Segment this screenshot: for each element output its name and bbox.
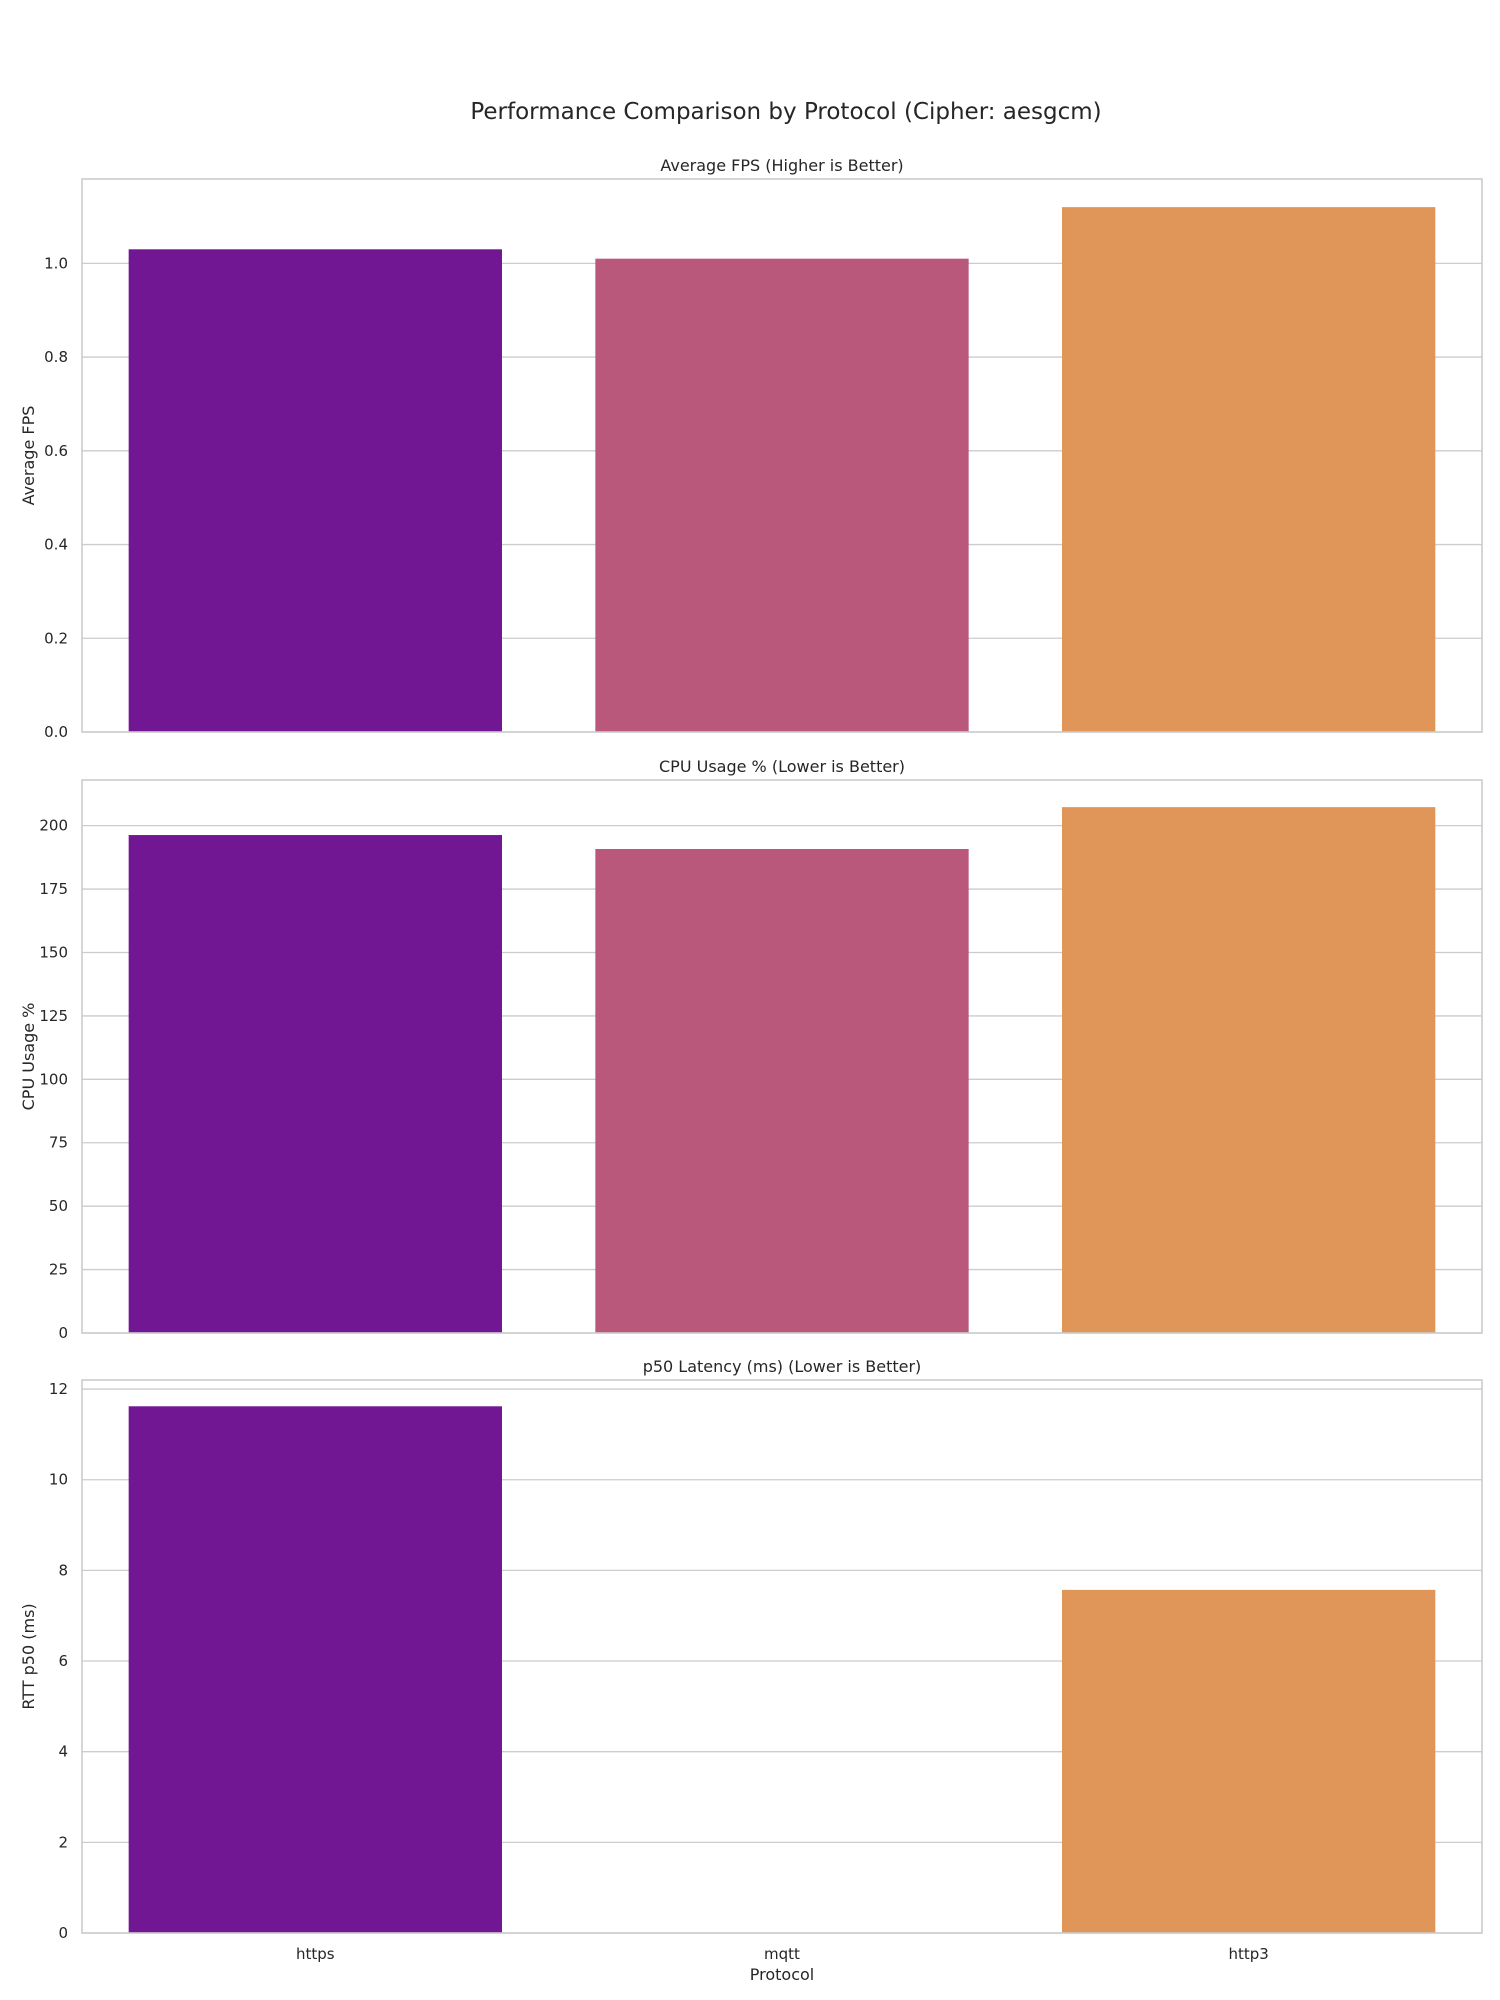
y-tick-label: 50 (49, 1197, 68, 1215)
y-axis-label: CPU Usage % (19, 1003, 38, 1111)
x-tick-label: http3 (1228, 1945, 1268, 1963)
subplot-2: 0 25 50 75 100 125 150 175 200 CPU Usage % (Lower… (19, 757, 1483, 1342)
bar-http3 (1062, 207, 1436, 732)
y-axis-label: RTT p50 (ms) (19, 1603, 38, 1709)
axes-frame (81, 779, 1483, 1334)
y-tick-label: 0.0 (44, 723, 68, 741)
y-tick-label: 10 (49, 1471, 68, 1489)
bar-https (128, 1406, 502, 1933)
subplot-1: 0.0 0.2 0.4 0.6 0.8 1.0 Average FPS (Higher is… (19, 156, 1483, 741)
y-tick-label: 2 (58, 1833, 68, 1851)
x-tick-label: mqtt (764, 1945, 800, 1963)
y-tick-label: 125 (39, 1007, 68, 1025)
y-tick-label: 0 (58, 1324, 68, 1342)
y-tick-label: 8 (58, 1561, 68, 1579)
subplots: 0.0 0.2 0.4 0.6 0.8 1.0 Average FPS (Higher is… (19, 156, 1483, 1984)
y-tick-label: 0.6 (44, 442, 68, 460)
y-tick-label: 100 (39, 1070, 68, 1088)
subplot-title: Average FPS (Higher is Better) (660, 156, 903, 175)
y-tick-label: 75 (49, 1134, 68, 1152)
bar-http3 (1062, 807, 1436, 1333)
y-tick-label: 4 (58, 1743, 68, 1761)
y-tick-label: 0.2 (44, 629, 68, 647)
y-tick-label: 0.8 (44, 348, 68, 366)
y-tick-label: 0.4 (44, 536, 68, 554)
x-tick-label: https (296, 1945, 335, 1963)
y-tick-label: 1.0 (44, 254, 68, 272)
y-tick-label: 150 (39, 943, 68, 961)
axes-frame (81, 1379, 1483, 1934)
bar-mqtt (595, 848, 969, 1333)
figure-title: Performance Comparison by Protocol (Ciph… (470, 99, 1101, 125)
y-tick-label: 0 (58, 1924, 68, 1942)
y-tick-label: 25 (49, 1261, 68, 1279)
subplot-title: p50 Latency (ms) (Lower is Better) (643, 1357, 922, 1376)
y-tick-label: 200 (39, 817, 68, 835)
subplot-title: CPU Usage % (Lower is Better) (659, 757, 905, 776)
y-tick-label: 175 (39, 880, 68, 898)
bar-http3 (1062, 1589, 1436, 1933)
bar-mqtt (595, 258, 969, 732)
axes-frame (81, 178, 1483, 733)
bar-https (128, 249, 502, 732)
y-tick-label: 6 (58, 1652, 68, 1670)
y-tick-label: 12 (49, 1380, 68, 1398)
y-axis-label: Average FPS (19, 406, 38, 506)
x-axis-label: Protocol (750, 1965, 814, 1984)
bar-https (128, 835, 502, 1333)
subplot-3: 0 2 4 6 8 10 12 p50 Latency (ms) (Lower is Bett… (19, 1357, 1483, 1984)
